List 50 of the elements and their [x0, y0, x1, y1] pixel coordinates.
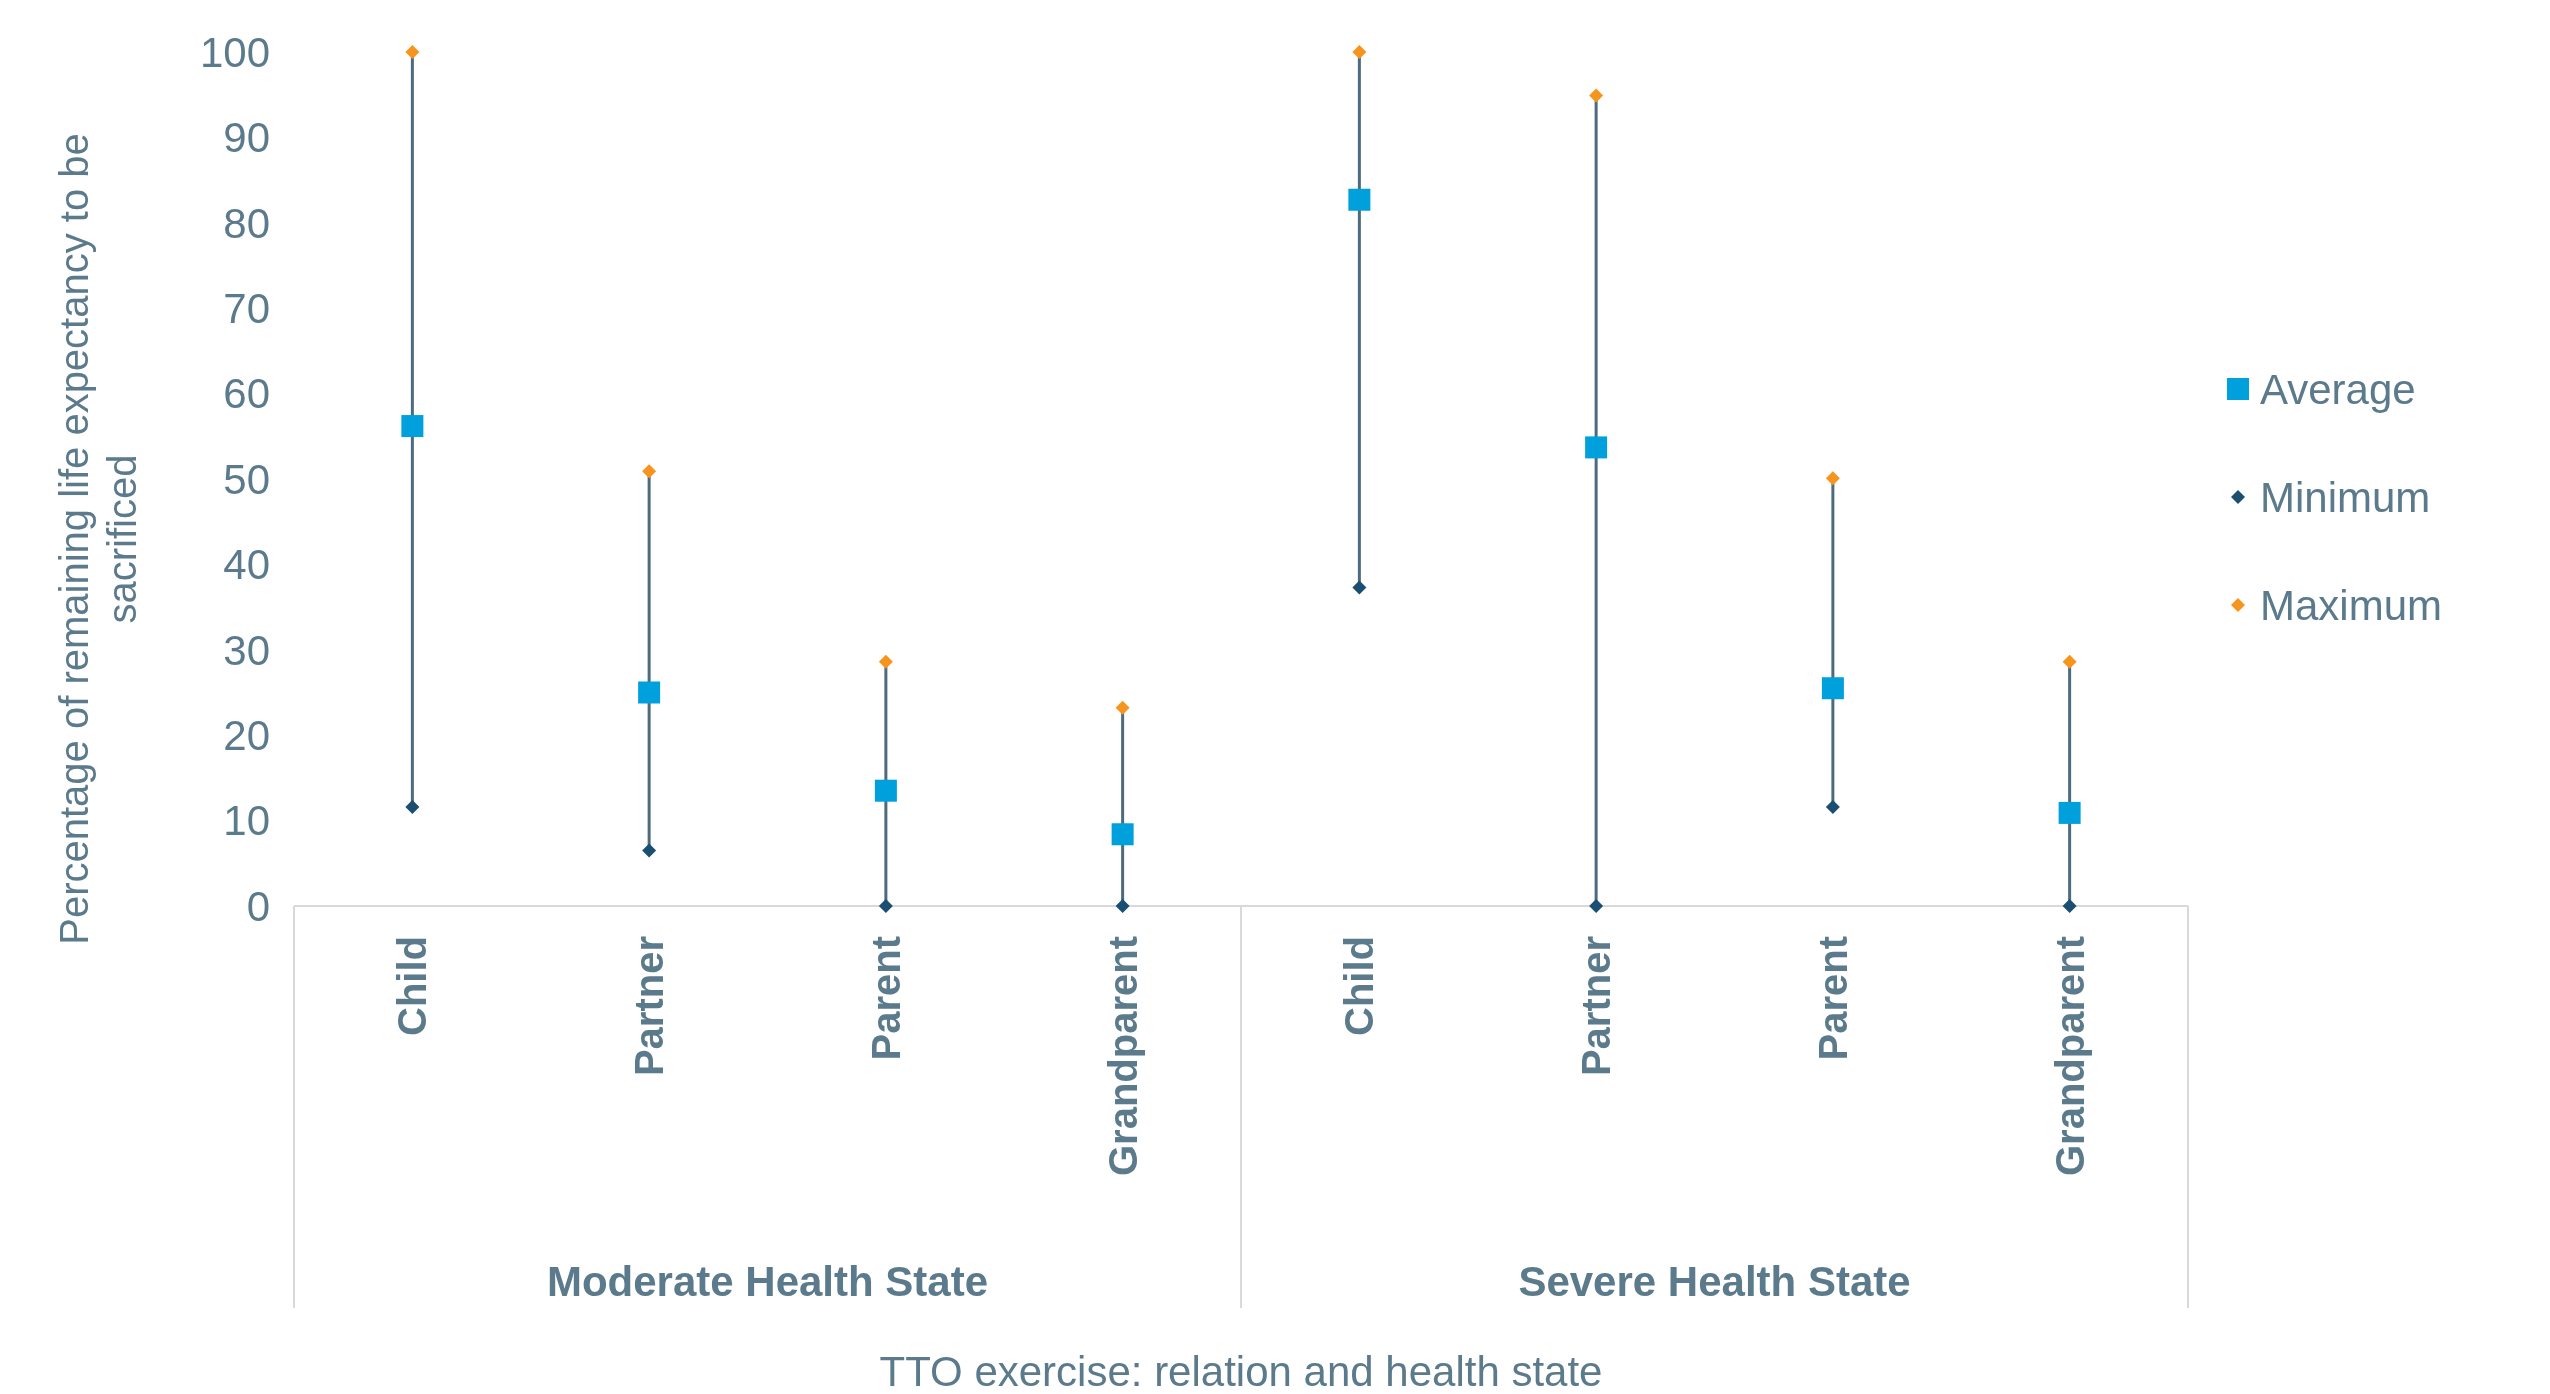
- point: [1115, 899, 1130, 913]
- x-tick-label: Child: [390, 936, 435, 1036]
- point: [1111, 823, 1134, 846]
- y-tick-label: 90: [223, 114, 270, 162]
- point: [878, 899, 893, 913]
- point: [1352, 45, 1367, 59]
- y-tick-label: 100: [199, 28, 270, 76]
- x-tick-label: Child: [1337, 936, 1382, 1036]
- point: [1352, 580, 1367, 595]
- y-axis-title: Percentage of remaining life expectancy to be sacrificed: [52, 133, 144, 945]
- point: [642, 843, 657, 858]
- y-tick-label: 70: [223, 284, 270, 332]
- point: [1589, 88, 1604, 103]
- x-tick-label: Grandparent: [2047, 936, 2092, 1177]
- point: [1825, 799, 1840, 814]
- point: [878, 654, 893, 669]
- y-tick-label: 0: [246, 882, 270, 930]
- x-tick-label: Grandparent: [1100, 936, 1145, 1177]
- x-axis-title: TTO exercise: relation and health state: [879, 1347, 1603, 1394]
- point: [401, 415, 424, 438]
- point: [1589, 899, 1604, 913]
- point: [874, 779, 897, 802]
- point: [642, 464, 657, 479]
- point: [1348, 188, 1371, 211]
- y-tick-label: 50: [223, 455, 270, 503]
- point: [405, 45, 420, 59]
- x-tick-label: Parent: [863, 936, 908, 1061]
- point: [2062, 654, 2077, 669]
- x-tick-label: Parent: [1810, 936, 1855, 1061]
- x-tick-label: Partner: [627, 936, 672, 1077]
- x-tick-label: Partner: [1574, 936, 1619, 1077]
- point: [1115, 700, 1130, 715]
- y-tick-label: 10: [223, 797, 270, 845]
- legend-label: Average: [2260, 365, 2416, 413]
- point: [638, 681, 661, 704]
- point: [405, 799, 420, 814]
- point: [2062, 899, 2077, 913]
- point: [2058, 801, 2081, 824]
- point: [1821, 677, 1844, 700]
- point: [1585, 436, 1608, 459]
- y-tick-label: 40: [223, 541, 270, 589]
- y-tick-label: 30: [223, 626, 270, 674]
- y-tick-label: 80: [223, 199, 270, 247]
- y-tick-label: 20: [223, 711, 270, 759]
- legend-label: Maximum: [2260, 581, 2443, 629]
- point: [1825, 471, 1840, 486]
- text: Severe Health State: [1518, 1257, 1911, 1305]
- y-tick-label: 60: [223, 370, 270, 418]
- legend-label: Minimum: [2260, 473, 2431, 521]
- text: Moderate Health State: [546, 1257, 989, 1305]
